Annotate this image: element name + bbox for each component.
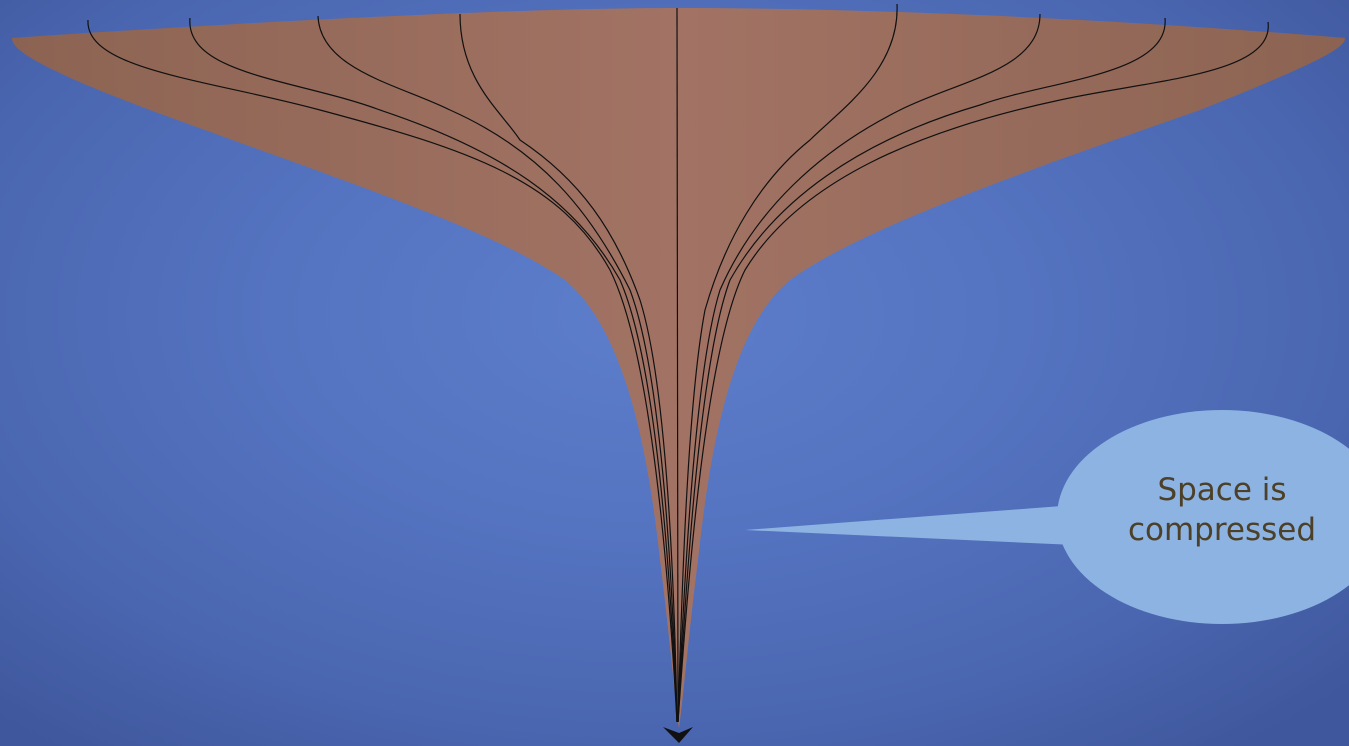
field-line-left-2 <box>189 17 678 723</box>
funnel-shape <box>12 8 1345 728</box>
field-line-left-3 <box>317 15 678 723</box>
field-line-right-2 <box>677 13 1041 723</box>
field-line-center <box>676 7 679 723</box>
callout-line-1: Space is <box>1157 472 1287 508</box>
field-line-right-3 <box>677 17 1166 723</box>
callout-line-2: compressed <box>1127 512 1317 548</box>
field-line-left-1 <box>87 19 678 723</box>
arrow-down-icon <box>663 727 693 743</box>
field-line-left-4 <box>459 13 678 723</box>
field-lines <box>87 3 1269 723</box>
callout-text: Space is compressed <box>1062 470 1349 550</box>
speech-bubble <box>745 410 1349 624</box>
field-line-right-4 <box>677 21 1269 723</box>
field-line-right-1 <box>677 3 898 723</box>
